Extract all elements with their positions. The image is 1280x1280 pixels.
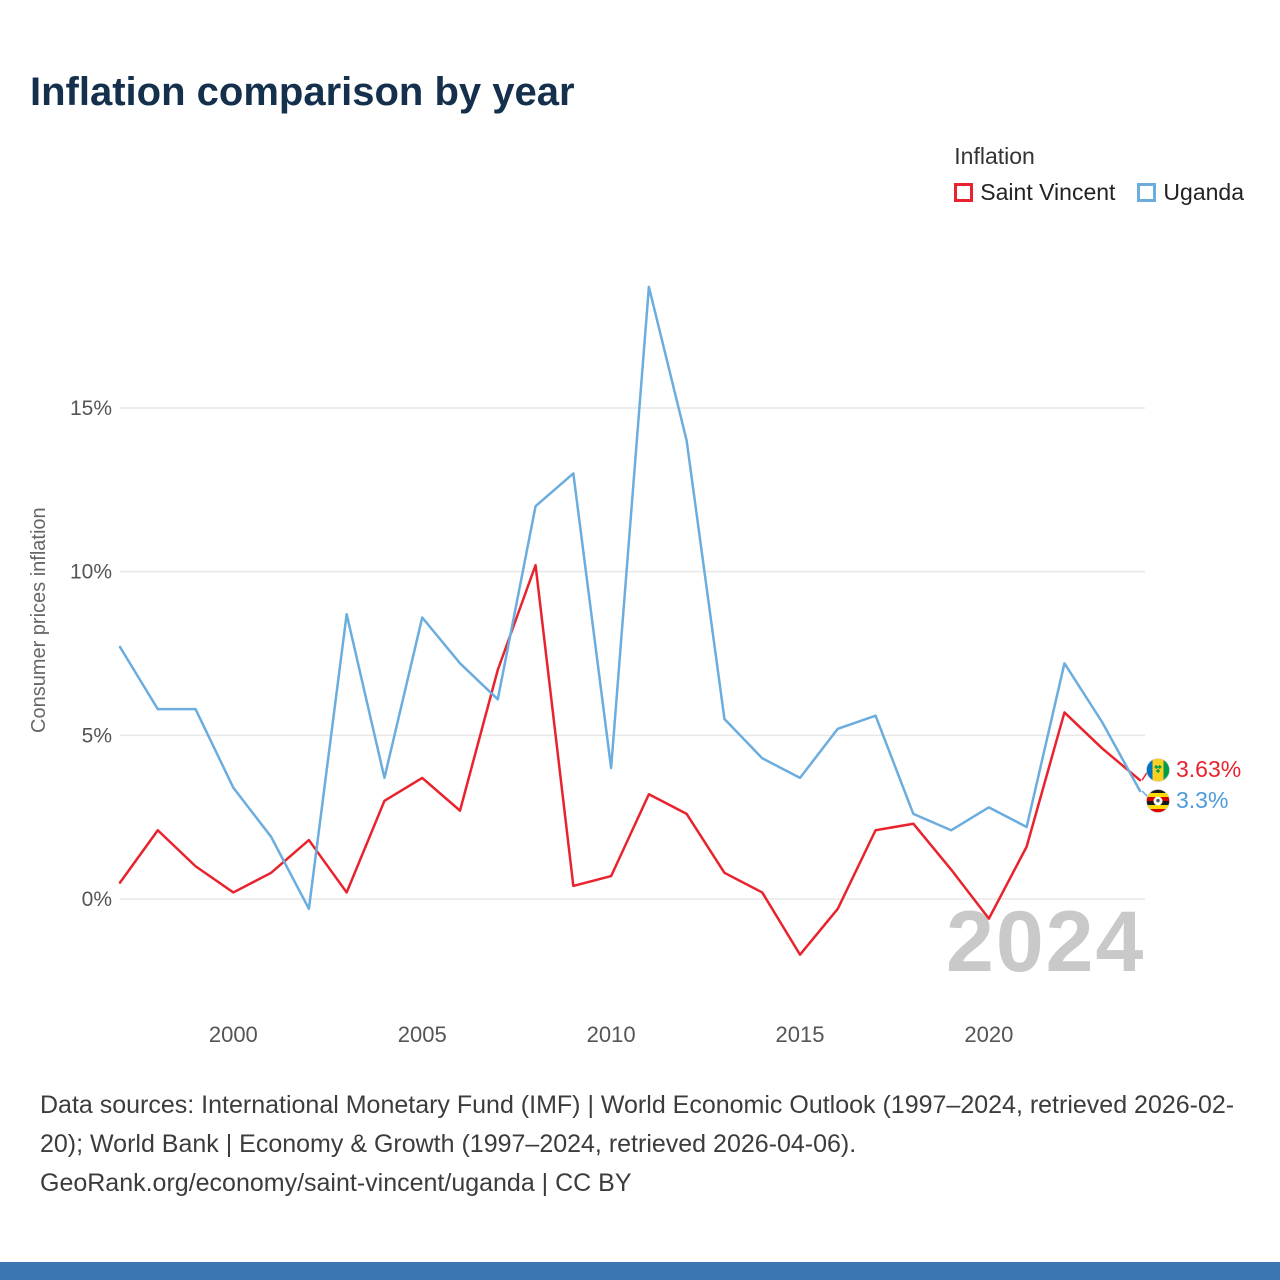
svg-text:0%: 0% — [82, 888, 112, 911]
legend-label-saint-vincent: Saint Vincent — [980, 179, 1116, 205]
data-sources-text: Data sources: International Monetary Fun… — [40, 1091, 1235, 1158]
end-label-saint-vincent: 3.63% — [1146, 756, 1241, 783]
uganda-swatch-icon — [1137, 183, 1157, 202]
page-title: Inflation comparison by year — [30, 70, 575, 114]
end-value-saint-vincent: 3.63% — [1176, 756, 1242, 782]
svg-text:15%: 15% — [70, 397, 112, 420]
svg-text:2020: 2020 — [964, 1022, 1013, 1047]
legend-title: Inflation — [954, 143, 1035, 169]
watermark-year: 2024 — [946, 894, 1146, 990]
legend-item-saint-vincent: Saint Vincent — [954, 179, 1115, 206]
svg-text:2015: 2015 — [776, 1022, 825, 1047]
legend-entries: Saint Vincent Uganda — [954, 179, 1244, 206]
y-axis-title: Consumer prices inflation — [28, 507, 50, 733]
svg-text:2005: 2005 — [398, 1022, 447, 1047]
legend-label-uganda: Uganda — [1163, 179, 1244, 205]
uganda-flag-icon — [1146, 788, 1170, 813]
footer: Data sources: International Monetary Fun… — [40, 1086, 1256, 1203]
end-value-uganda: 3.3% — [1176, 787, 1229, 813]
legend: Inflation Saint Vincent Uganda — [954, 143, 1244, 206]
end-label-uganda: 3.3% — [1146, 787, 1228, 814]
bottom-accent-bar — [0, 1262, 1280, 1280]
svg-text:5%: 5% — [82, 724, 112, 747]
saint-vincent-flag-icon — [1146, 757, 1170, 782]
attribution-text: GeoRank.org/economy/saint-vincent/uganda… — [40, 1169, 632, 1197]
saint-vincent-swatch-icon — [954, 183, 974, 202]
svg-text:2010: 2010 — [587, 1022, 636, 1047]
inflation-line-chart: 0% 5% 10% 15% 2000 2005 2010 2015 2020 — [70, 285, 1157, 1047]
svg-text:10%: 10% — [70, 561, 112, 584]
legend-item-uganda: Uganda — [1137, 179, 1244, 206]
svg-text:2000: 2000 — [209, 1022, 258, 1047]
